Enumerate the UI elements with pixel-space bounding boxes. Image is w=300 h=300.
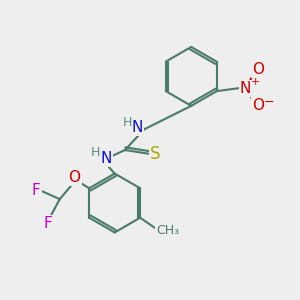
Text: N: N xyxy=(100,151,112,166)
Text: +: + xyxy=(250,77,260,87)
Text: H: H xyxy=(91,146,100,159)
Text: F: F xyxy=(44,216,52,231)
Text: O: O xyxy=(252,98,264,113)
Text: CH₃: CH₃ xyxy=(156,224,179,237)
Text: O: O xyxy=(252,61,264,76)
Text: F: F xyxy=(32,182,40,197)
Text: H: H xyxy=(123,116,133,128)
Text: −: − xyxy=(264,96,274,110)
Text: O: O xyxy=(68,169,80,184)
Text: N: N xyxy=(132,120,143,135)
Text: S: S xyxy=(150,146,160,164)
Text: N: N xyxy=(240,81,251,96)
